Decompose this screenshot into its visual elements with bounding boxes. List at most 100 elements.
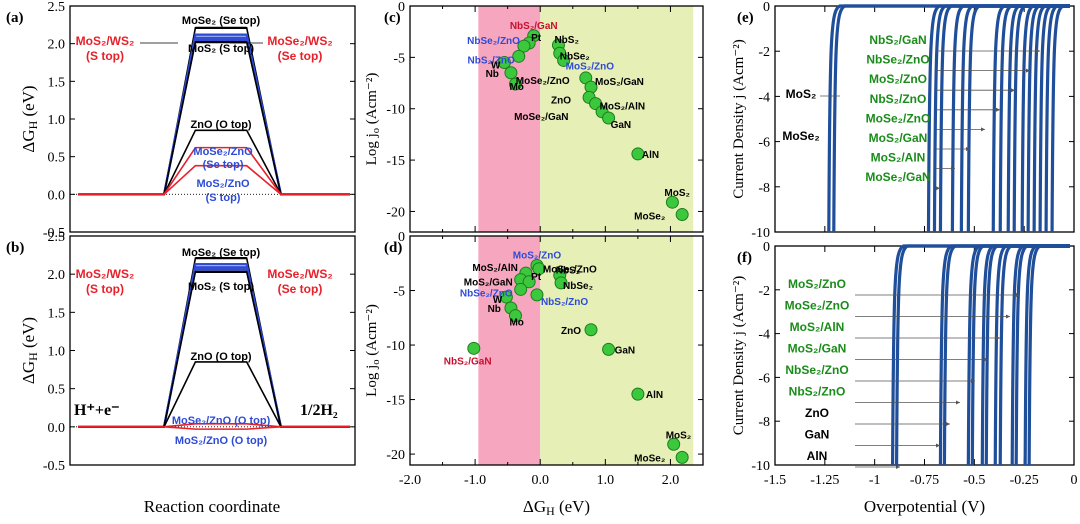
y-tick-label: -10 — [386, 339, 405, 354]
side-label-mos2: MoS₂ — [786, 87, 817, 101]
y-tick-label: 2.5 — [48, 230, 66, 245]
x-tick-label: 0.0 — [531, 473, 549, 488]
annotation-s-top: (S top) — [86, 49, 124, 63]
x-tick-label: 0 — [1071, 473, 1078, 488]
point-label: GaN — [615, 345, 636, 356]
polarization-curve — [980, 244, 1070, 466]
legend-label: MoS₂/GaN — [869, 131, 928, 145]
annotation-mos2-zno: MoS₂/ZnO (O top) — [175, 435, 268, 447]
data-point — [532, 262, 546, 276]
y-tick-label: -10 — [751, 226, 770, 241]
point-label: MoSe₂/GaN — [514, 112, 568, 123]
y-tick-label: -4 — [758, 328, 770, 343]
data-point — [467, 341, 481, 355]
y-tick-label: -10 — [751, 459, 770, 474]
y-tick-label: 0.0 — [48, 421, 66, 436]
point-label: AlN — [642, 150, 659, 161]
data-point — [499, 290, 513, 304]
polarization-curve — [926, 4, 1070, 233]
legend-label: MoS₂/AlN — [790, 320, 845, 334]
side-label-mose2: MoSe₂ — [782, 129, 819, 143]
y-tick-label: 0 — [763, 0, 770, 15]
panel-label: (f) — [737, 250, 752, 266]
y-tick-label: -8 — [758, 181, 770, 196]
legend-arrowhead — [951, 166, 955, 171]
x-tick-label: 1.0 — [597, 473, 615, 488]
panel-b: ΔGH (eV) — [19, 235, 356, 466]
annotation-mose2-ws2: MoSe₂/WS₂ — [267, 34, 332, 48]
x-tick-label: -0.25 — [1010, 473, 1039, 488]
polarization-curve — [984, 244, 1070, 466]
polarization-curve — [1020, 4, 1070, 233]
data-point — [602, 111, 616, 125]
y-axis-label: Current Density j (Acm⁻²) — [731, 39, 747, 198]
annotation-se-top: (Se top) — [278, 282, 323, 296]
y-tick-label: 0.5 — [48, 151, 66, 166]
annotation-mos2-zno: MoS₂/ZnO — [196, 178, 250, 190]
y-tick-label: -2 — [758, 284, 770, 299]
data-point — [667, 437, 681, 451]
point-label: NbSe₂/ZnO — [460, 288, 513, 299]
legend-arrowhead — [984, 357, 988, 362]
polarization-curve — [827, 4, 1070, 233]
y-axis-label: Current Density j (Acm⁻²) — [731, 276, 747, 435]
x-tick-label: -1.5 — [764, 473, 786, 488]
polarization-curve — [998, 244, 1070, 466]
polarization-curve — [1014, 244, 1070, 466]
point-label: ZnO — [561, 326, 581, 337]
polarization-curve — [959, 4, 1070, 233]
y-tick-label: 1.0 — [48, 345, 66, 360]
x-tick-label: -0.75 — [910, 473, 939, 488]
polarization-curve — [832, 4, 1070, 233]
data-point — [554, 276, 568, 290]
polarization-curve — [942, 244, 1070, 466]
point-label: MoS₂/ZnO — [513, 250, 562, 261]
y-tick-label: -15 — [386, 154, 405, 169]
panel-d: ΔGH (eV) Log jo (Acm⁻²) — [364, 235, 704, 518]
y-tick-label: 1.5 — [48, 306, 66, 321]
panel-a: ΔGH (eV) — [19, 5, 356, 233]
annotation-s-top-blue: (S top) — [206, 192, 241, 204]
x-axis-label: ΔGH (eV) — [523, 497, 590, 518]
legend-label: GaN — [805, 428, 830, 442]
point-label: MoS₂/GaN — [464, 278, 513, 289]
y-tick-label: -6 — [758, 371, 770, 386]
point-label: NbSe₂ — [563, 281, 593, 292]
point-label: Nb — [486, 69, 499, 80]
legend-arrowhead — [1026, 68, 1030, 73]
polarization-curve — [998, 4, 1070, 233]
data-point — [522, 275, 536, 289]
point-label: Mo — [509, 82, 523, 93]
legend-arrowhead — [1011, 88, 1015, 93]
data-point — [504, 66, 518, 80]
polarization-curve — [950, 4, 1070, 233]
panel-c: Log jo (Acm⁻²) — [364, 5, 704, 233]
x-tick-label: -2.0 — [399, 473, 421, 488]
legend-label: MoS₂/GaN — [788, 342, 847, 356]
legend-label: NbSe₂/ZnO — [785, 363, 848, 377]
legend-arrowhead — [956, 400, 960, 405]
polarization-curve — [1012, 4, 1070, 233]
annotation-zno: ZnO (O top) — [191, 119, 252, 131]
annotation-mose2: MoSe₂ (Se top) — [182, 15, 261, 27]
y-tick-label: -4 — [758, 90, 770, 105]
x-tick-label: -0.5 — [963, 473, 985, 488]
y-tick-label: -15 — [386, 394, 405, 409]
y-tick-label: 1.5 — [48, 75, 66, 90]
x-tick-label: 2.0 — [662, 473, 680, 488]
legend-arrowhead — [1006, 314, 1010, 319]
legend-arrowhead — [981, 127, 985, 132]
polarization-curve — [966, 4, 1070, 233]
y-tick-label: -20 — [386, 205, 405, 220]
x-axis-label: Reaction coordinate — [144, 497, 280, 516]
polarization-curve — [1006, 4, 1070, 233]
y-tick-label: -20 — [386, 448, 405, 463]
data-point — [675, 208, 689, 222]
point-label: MoSe₂/ZnO — [543, 265, 597, 276]
point-label: MoS₂/GaN — [595, 77, 644, 88]
data-point — [508, 309, 522, 323]
panel-label: (a) — [6, 10, 24, 26]
point-label: W — [491, 61, 501, 72]
y-tick-label: -0.5 — [43, 226, 65, 241]
